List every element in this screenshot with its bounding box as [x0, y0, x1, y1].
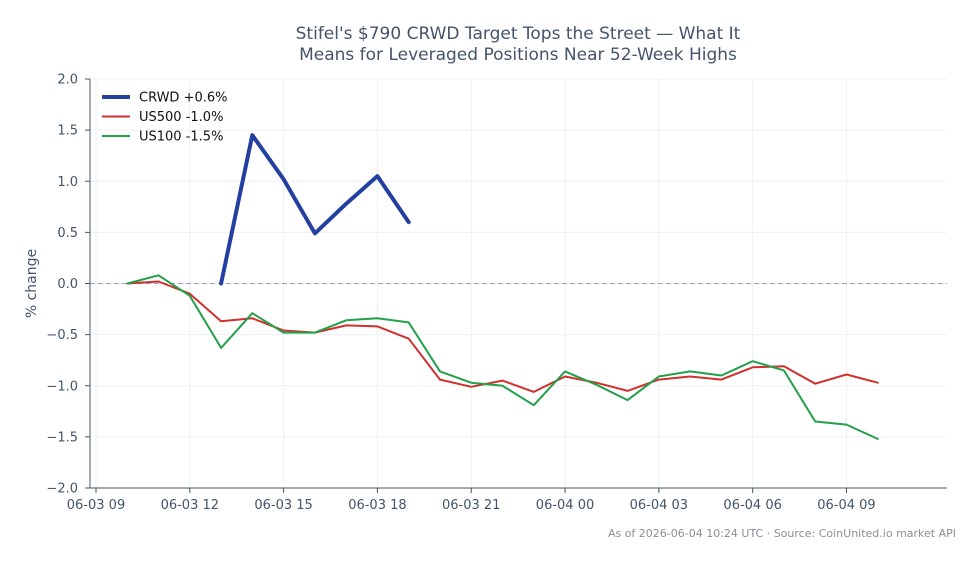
y-tick-label-6: −1.0 [46, 379, 78, 394]
x-tick-label-4: 06-03 21 [442, 498, 500, 513]
legend-label-0: CRWD +0.6% [139, 91, 228, 106]
y-tick-label-5: −0.5 [46, 328, 78, 343]
y-tick-label-2: 1.0 [57, 175, 78, 190]
legend-label-2: US100 -1.5% [139, 130, 223, 145]
x-axis-ticks: 06-03 09 06-03 12 06-03 15 06-03 18 06-03 21… [67, 488, 876, 513]
chart-title-line-2: Means for Leveraged Positions Near 52-We… [299, 45, 737, 65]
y-axis-label: % change [24, 249, 40, 318]
chart-title: Stifel's $790 CRWD Target Tops the Stree… [296, 24, 741, 65]
x-tick-label-2: 06-03 15 [254, 498, 312, 513]
series-line-2 [126, 274, 879, 440]
series-line-1 [126, 280, 879, 393]
y-tick-label-8: −2.0 [46, 482, 78, 497]
x-tick-label-8: 06-04 09 [817, 498, 875, 513]
series-lines [126, 133, 879, 440]
chart-title-line-1: Stifel's $790 CRWD Target Tops the Stree… [296, 24, 741, 44]
y-tick-label-1: 1.5 [57, 124, 78, 139]
x-tick-label-3: 06-03 18 [348, 498, 406, 513]
x-tick-label-1: 06-03 12 [161, 498, 219, 513]
footer-source-note: As of 2026-06-04 10:24 UTC · Source: Coi… [607, 527, 956, 540]
x-tick-label-0: 06-03 09 [67, 498, 125, 513]
y-axis-ticks: 2.0 1.5 1.0 0.5 0.0 −0.5 −1.0 −1.5 −2.0 [46, 73, 90, 497]
legend-label-1: US500 -1.0% [139, 110, 223, 125]
x-tick-label-5: 06-04 00 [536, 498, 594, 513]
y-tick-label-7: −1.5 [46, 430, 78, 445]
x-tick-label-7: 06-04 06 [723, 498, 781, 513]
x-tick-label-6: 06-04 03 [630, 498, 688, 513]
y-tick-label-4: 0.0 [57, 277, 78, 292]
y-tick-label-0: 2.0 [57, 73, 78, 88]
legend: CRWD +0.6% US500 -1.0% US100 -1.5% [102, 91, 228, 145]
y-tick-label-3: 0.5 [57, 226, 78, 241]
series-line-0 [219, 133, 411, 286]
